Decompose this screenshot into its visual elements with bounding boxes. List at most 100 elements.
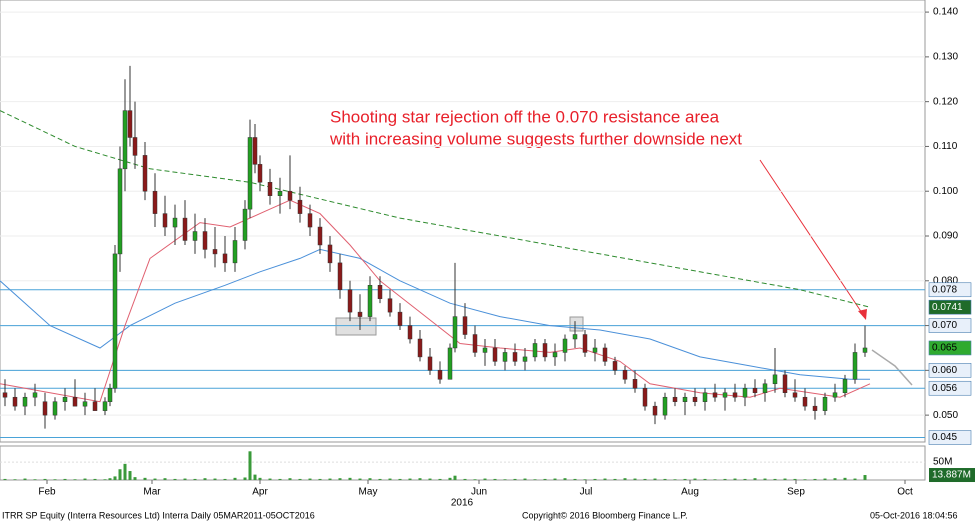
volume-bar	[33, 479, 37, 480]
volume-bar	[793, 478, 797, 480]
y-tick-label: 0.140	[933, 7, 958, 18]
candle-body	[492, 347, 498, 362]
candle-body	[2, 392, 8, 398]
volume-bar	[453, 475, 457, 480]
volume-bar	[203, 478, 207, 480]
candle-body	[82, 401, 88, 407]
candle-body	[122, 110, 128, 170]
candle-body	[407, 325, 413, 340]
candle-body	[142, 155, 148, 192]
volume-bar	[723, 478, 727, 480]
x-tick-label: Oct	[897, 487, 913, 498]
candle-body	[812, 405, 818, 411]
volume-bar	[773, 478, 777, 480]
candle-body	[132, 137, 138, 156]
candle-body	[582, 334, 588, 353]
volume-bar	[83, 478, 87, 480]
arrow-head	[858, 309, 867, 320]
candle-body	[42, 401, 48, 416]
volume-bar	[103, 479, 107, 480]
volume-bar	[338, 478, 342, 480]
candle-body	[212, 249, 218, 255]
volume-bar	[593, 478, 597, 480]
volume-bar	[743, 478, 747, 480]
candle-body	[822, 396, 828, 411]
candle-body	[182, 217, 188, 241]
candle-body	[772, 374, 778, 385]
level-label-box	[928, 340, 972, 356]
volume-bar	[613, 478, 617, 480]
footer: Copyright© 2016 Bloomberg Finance L.P.	[522, 510, 688, 520]
volume-bar	[328, 478, 332, 480]
y-tick-label: 0.090	[933, 231, 958, 242]
y-tick-label: 0.120	[933, 96, 958, 107]
x-tick-label: Jun	[471, 487, 487, 498]
volume-bar	[438, 478, 442, 480]
projection-arrow	[871, 349, 913, 386]
volume-bar	[583, 479, 587, 480]
candle-body	[277, 190, 283, 196]
volume-bar	[13, 479, 17, 480]
volume-bar	[483, 478, 487, 480]
x-tick-label: Sep	[787, 487, 805, 498]
volume-bar	[428, 478, 432, 480]
x-tick-label: Jul	[580, 487, 593, 498]
volume-bar	[623, 478, 627, 480]
y-tick-label: 0.080	[933, 275, 958, 286]
candle-body	[297, 199, 303, 214]
level-label: 0.078	[932, 284, 957, 295]
highlight-box	[569, 316, 584, 332]
volume-bar	[408, 478, 412, 480]
volume-bar	[643, 478, 647, 480]
year-label: 2016	[451, 498, 474, 509]
volume-bar	[123, 463, 127, 480]
candle-body	[172, 217, 178, 228]
volume-bar	[388, 478, 392, 480]
volume-bar	[803, 479, 807, 480]
candle-body	[862, 347, 868, 353]
candle-body	[832, 392, 838, 398]
volume-bar	[553, 478, 557, 480]
volume-bar	[733, 478, 737, 480]
footer: 05-Oct-2016 18:04:56	[870, 510, 958, 520]
candle-body	[252, 137, 258, 165]
volume-bar	[143, 477, 147, 480]
candle-body	[762, 383, 768, 393]
moving-average	[0, 110, 871, 308]
candle-body	[552, 352, 558, 358]
volume-bar	[193, 478, 197, 480]
candle-body	[682, 396, 688, 402]
volume-bar	[823, 478, 827, 480]
candle-body	[752, 388, 758, 393]
candle-body	[572, 334, 578, 340]
candle-body	[502, 352, 508, 362]
candle-body	[417, 338, 423, 358]
volume-bar	[113, 476, 117, 480]
volume-bar	[318, 478, 322, 480]
volume-bar	[163, 478, 167, 480]
candle-body	[112, 253, 118, 389]
y-tick-label: 0.130	[933, 52, 958, 63]
candle-body	[127, 110, 133, 138]
candle-body	[307, 213, 313, 228]
volume-bar	[563, 478, 567, 480]
candle-body	[267, 182, 273, 196]
candle-body	[742, 388, 748, 398]
level-label-box	[928, 380, 972, 396]
candle-body	[12, 396, 18, 407]
y-tick-label: 0.100	[933, 186, 958, 197]
level-label-box	[928, 430, 972, 445]
candle-body	[117, 168, 123, 255]
x-tick-label: Aug	[681, 487, 699, 498]
candle-body	[387, 298, 393, 313]
candle-body	[192, 231, 198, 241]
volume-bar	[503, 479, 507, 480]
candle-body	[357, 311, 363, 317]
candle-body	[512, 352, 518, 362]
candle-body	[107, 388, 113, 402]
level-label: 0.060	[932, 365, 957, 376]
volume-bar	[463, 478, 467, 480]
candle-body	[672, 396, 678, 402]
